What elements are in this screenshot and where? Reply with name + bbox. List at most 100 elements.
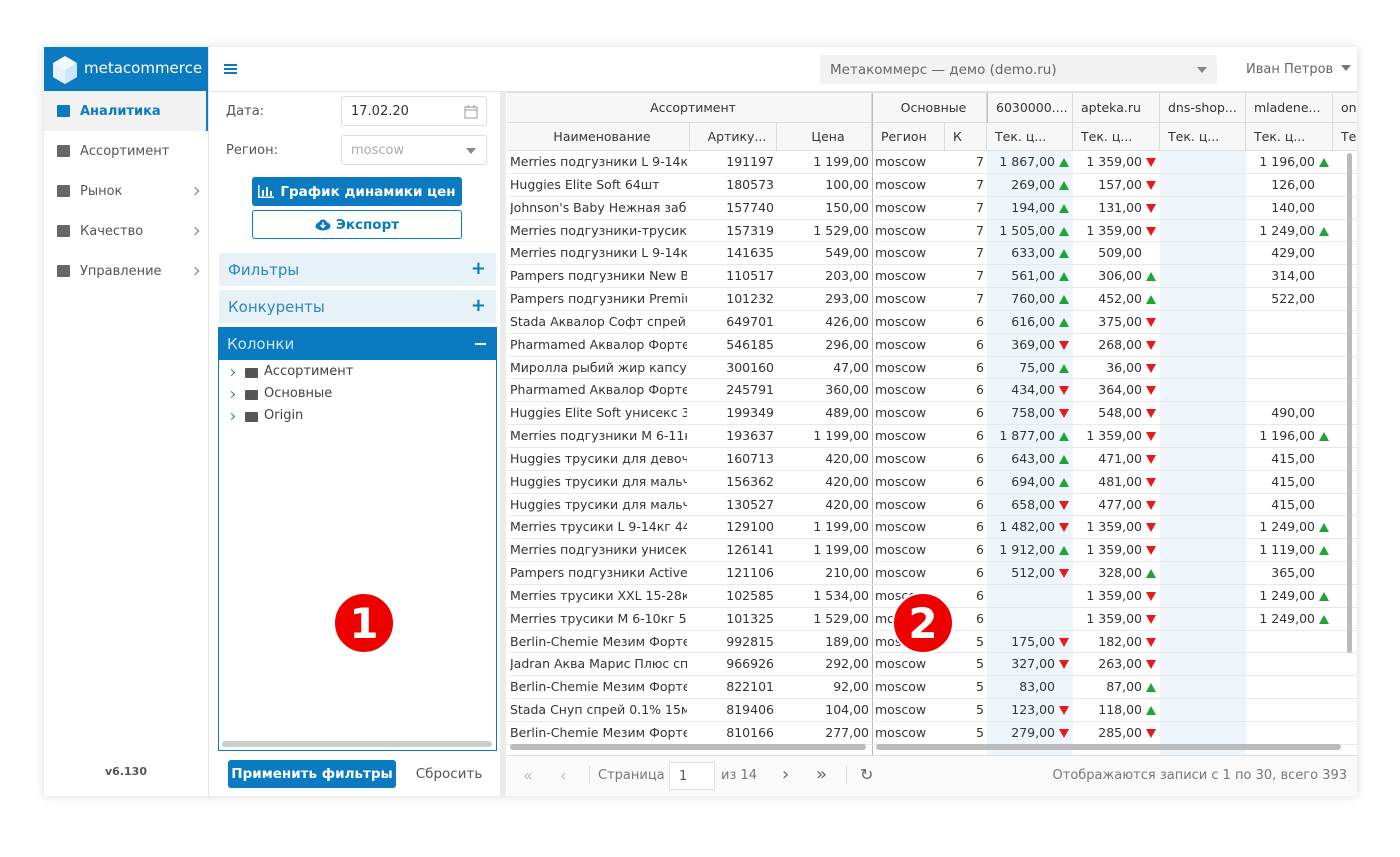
tree-expander[interactable] xyxy=(227,390,236,399)
price-value: 126,00 xyxy=(1271,176,1315,192)
column-header[interactable]: Те xyxy=(1333,123,1357,151)
column-header[interactable]: Цена xyxy=(777,123,872,151)
trend-arrow xyxy=(1146,477,1156,487)
last-page[interactable]: » xyxy=(816,764,828,785)
group-header[interactable]: apteka.ru xyxy=(1073,93,1160,123)
trend-arrow xyxy=(1146,591,1156,601)
table-row[interactable]: Merries подгузники унисекс ... 126141 1 19… xyxy=(507,539,1357,563)
table-row[interactable]: Huggies трусики для мальчи... 130527 420,0… xyxy=(507,494,1357,517)
column-header[interactable]: Тек. ц... xyxy=(1073,123,1160,151)
export-button[interactable]: Экспорт xyxy=(252,210,462,239)
trend-arrow xyxy=(1059,203,1069,213)
group-header[interactable]: Ассортимент xyxy=(507,93,872,123)
next-page[interactable]: › xyxy=(782,764,790,785)
reset-button[interactable]: Сбросить xyxy=(409,760,489,788)
column-header[interactable]: К xyxy=(945,123,987,151)
group-header[interactable]: Основные xyxy=(872,93,987,123)
column-header[interactable]: Артику... xyxy=(690,123,777,151)
column-header[interactable]: Тек. ц... xyxy=(1246,123,1333,151)
folder-icon xyxy=(245,368,258,378)
chart-button[interactable]: График динамики цен xyxy=(252,177,462,206)
table-row[interactable]: Berlin-Chemie Мезим Форте ... 822101 92,00… xyxy=(507,676,1357,700)
table-row[interactable]: Merries подгузники L 9-14кг ... 191197 1 1… xyxy=(507,151,1357,174)
table-row[interactable]: Huggies трусики для мальчи... 156362 420,0… xyxy=(507,471,1357,494)
column-header[interactable]: Тек. ц... xyxy=(987,123,1073,151)
trend-arrow xyxy=(1059,477,1069,487)
column-header[interactable]: Наименование xyxy=(507,123,690,151)
menu-icon[interactable] xyxy=(224,64,238,75)
table-row[interactable]: Pharmamed Аквалор Форте ... 245791 360,00 m… xyxy=(507,379,1357,403)
nav-item[interactable]: Управление xyxy=(44,251,208,291)
price-cell: 118,00 xyxy=(1073,699,1156,721)
table-row[interactable]: Merries подгузники L 9-14кг ... 141635 549… xyxy=(507,242,1357,266)
cell: Huggies Elite Soft унисекс 3 ... xyxy=(510,405,687,421)
project-select[interactable]: Метакоммерс — демо (demo.ru) xyxy=(820,55,1217,84)
table-row[interactable]: Huggies Elite Soft унисекс 3 ... 199349 48… xyxy=(507,402,1357,426)
cell: 822101 xyxy=(726,679,774,695)
project-name: Метакоммерс — демо (demo.ru) xyxy=(830,61,1057,78)
trend-arrow xyxy=(1059,500,1069,510)
logo-bar[interactable]: metacommerce xyxy=(44,47,208,91)
column-header[interactable]: Регион xyxy=(872,123,945,151)
group-header[interactable]: dns-shop... xyxy=(1160,93,1246,123)
refresh[interactable]: ↻ xyxy=(860,765,874,784)
table-row[interactable]: Merries подгузники-трусики ... 157319 1 52… xyxy=(507,220,1357,243)
group-header[interactable]: on xyxy=(1333,93,1357,123)
group-header[interactable]: mladene... xyxy=(1246,93,1333,123)
table-row[interactable]: Merries трусики L 9-14кг 44шт 129100 1 199… xyxy=(507,516,1357,540)
prev-page[interactable]: ‹ xyxy=(560,766,567,785)
nav-item[interactable]: Аналитика xyxy=(44,91,208,131)
price-cell: 306,00 xyxy=(1073,265,1156,287)
table-row[interactable]: Stada Снуп спрей 0.1% 15мл 819406 104,00 mo… xyxy=(507,699,1357,722)
scrollbar xyxy=(510,744,866,750)
price-value: 1 877,00 xyxy=(999,428,1055,444)
cell: moscow xyxy=(875,519,927,535)
table-row[interactable]: Merries подгузники M 6-11к... 193637 1 199… xyxy=(507,425,1357,448)
tree-expander[interactable] xyxy=(227,368,236,377)
date-input[interactable]: 17.02.20 xyxy=(341,96,487,126)
table-row[interactable]: Миролла рыбий жир капсул... 300160 47,00 mo… xyxy=(507,357,1357,380)
page-input[interactable]: 1 xyxy=(669,762,715,790)
column-header[interactable]: Тек. ц... xyxy=(1160,123,1246,151)
trend-arrow xyxy=(1059,432,1069,442)
tree-expander[interactable] xyxy=(227,412,236,421)
scrollbar xyxy=(1347,153,1352,653)
price-cell: 1 867,00 xyxy=(987,151,1069,173)
table-row[interactable]: Huggies Elite Soft 64шт 180573 100,00 mosco… xyxy=(507,174,1357,197)
price-value: 415,00 xyxy=(1271,473,1315,489)
price-value: 1 249,00 xyxy=(1259,519,1315,535)
cell: moscow xyxy=(875,702,927,718)
trend-arrow xyxy=(1059,363,1069,373)
cell: moscow xyxy=(875,473,927,489)
price-cell: 75,00 xyxy=(987,357,1069,379)
group-header[interactable]: 6030000.... xyxy=(987,93,1073,123)
price-cell: 477,00 xyxy=(1073,494,1156,516)
app: metacommerce Аналитика Ассортимент Рынок Ка… xyxy=(44,47,1357,796)
table-row[interactable]: Pharmamed Аквалор Форте ... 546185 296,00 m… xyxy=(507,334,1357,357)
table-row[interactable]: Berlin-Chemie Мезим Форте ... 810166 277,0… xyxy=(507,722,1357,745)
cell: 141635 xyxy=(726,245,774,261)
table-row[interactable]: Pampers подгузники New Ba... 110517 203,00… xyxy=(507,265,1357,289)
region-select[interactable]: moscow xyxy=(341,135,487,165)
trend-arrow xyxy=(1146,363,1156,373)
user-menu[interactable]: Иван Петров xyxy=(1246,62,1352,77)
nav-item[interactable]: Рынок xyxy=(44,171,208,211)
price-cell: 1 912,00 xyxy=(987,539,1069,561)
table-row[interactable]: Pampers подгузники Premiu... 101232 293,00… xyxy=(507,288,1357,311)
cell: 292,00 xyxy=(825,656,869,672)
table-row[interactable]: Johnson's Baby Нежная забо... 157740 150,0… xyxy=(507,197,1357,220)
nav-item[interactable]: Ассортимент xyxy=(44,131,208,171)
columns-header[interactable]: Колонки xyxy=(219,328,496,360)
table-row[interactable]: Jadran Аква Марис Плюс сп... 966926 292,00… xyxy=(507,653,1357,677)
competitors-section[interactable]: Конкуренты + xyxy=(219,290,496,323)
apply-button[interactable]: Применить фильтры xyxy=(228,760,396,788)
table-row[interactable]: Stada Аквалор Софт спрей 1... 649701 426,0… xyxy=(507,311,1357,334)
cell: 104,00 xyxy=(825,702,869,718)
cell: 489,00 xyxy=(825,405,869,421)
cell: moscow xyxy=(875,542,927,558)
table-row[interactable]: Huggies трусики для девоче... 160713 420,0… xyxy=(507,448,1357,471)
nav-item[interactable]: Качество xyxy=(44,211,208,251)
table-row[interactable]: Pampers подгузники Active ... 121106 210,0… xyxy=(507,562,1357,585)
filters-section[interactable]: Фильтры + xyxy=(219,253,496,286)
first-page[interactable]: « xyxy=(523,766,533,785)
